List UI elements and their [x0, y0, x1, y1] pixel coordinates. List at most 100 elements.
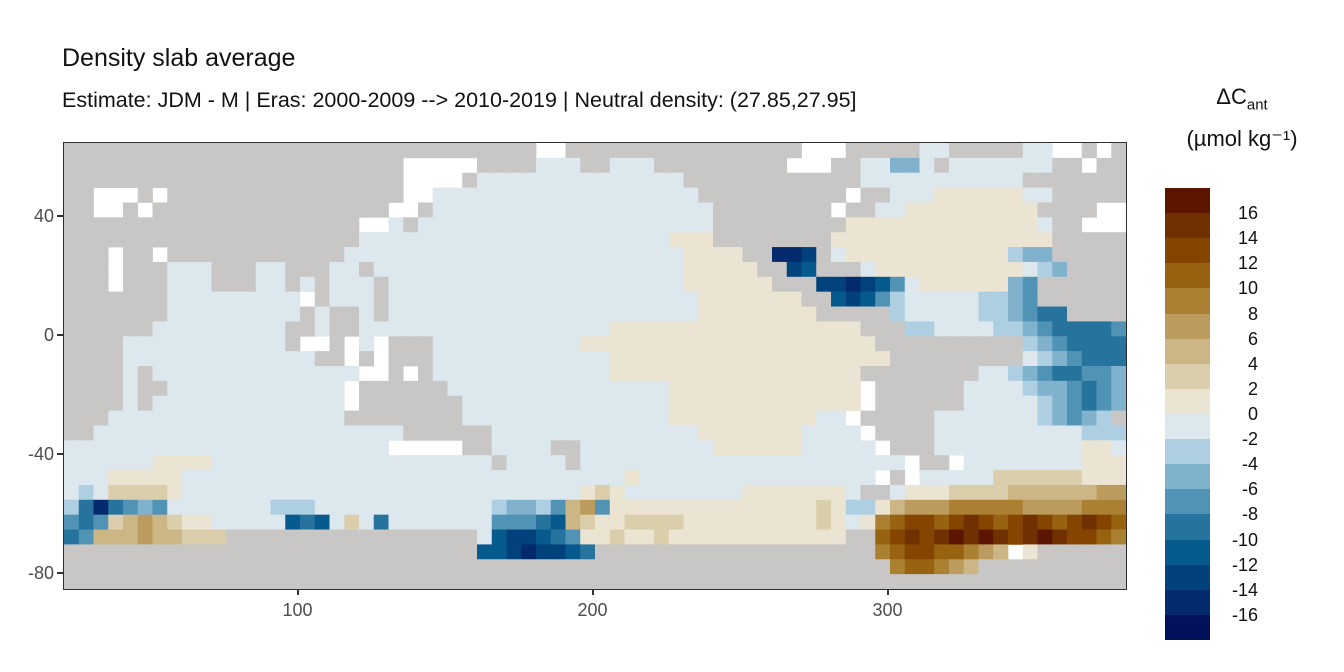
map-cell — [1037, 247, 1053, 263]
map-cell — [993, 232, 1009, 248]
map-cell — [742, 217, 758, 233]
map-cell — [270, 291, 286, 307]
map-cell — [595, 484, 611, 501]
map-cell — [580, 395, 596, 411]
map-cell — [565, 395, 581, 411]
map-cell — [477, 529, 493, 545]
map-cell — [1037, 157, 1053, 174]
map-cell — [993, 425, 1009, 441]
map-cell — [314, 380, 330, 397]
map-cell — [845, 395, 861, 411]
map-cell — [182, 306, 198, 322]
map-cell — [270, 202, 286, 218]
map-cell — [403, 410, 419, 426]
map-cell — [93, 157, 109, 174]
map-cell — [904, 232, 920, 248]
map-cell — [418, 410, 434, 426]
map-cell — [403, 232, 419, 248]
map-cell — [521, 529, 537, 545]
map-cell — [477, 261, 493, 278]
map-cell — [388, 306, 404, 322]
map-cell — [550, 470, 566, 486]
map-cell — [285, 143, 301, 159]
map-cell — [300, 247, 316, 263]
map-cell — [919, 157, 935, 174]
map-cell — [654, 470, 670, 486]
map-cell — [890, 217, 906, 233]
map-cell — [78, 484, 94, 501]
map-cell — [919, 291, 935, 307]
map-cell — [1067, 157, 1083, 174]
map-cell — [314, 455, 330, 471]
map-cell — [963, 470, 979, 486]
map-cell — [491, 321, 507, 337]
map-cell — [919, 544, 935, 560]
map-cell — [1067, 484, 1083, 501]
map-cell — [904, 143, 920, 159]
map-cell — [772, 559, 788, 575]
map-cell — [845, 321, 861, 337]
map-cell — [742, 380, 758, 397]
map-cell — [860, 261, 876, 278]
map-cell — [196, 544, 212, 560]
map-cell — [845, 306, 861, 322]
map-cell — [890, 157, 906, 174]
map-cell — [609, 499, 625, 516]
map-cell — [270, 380, 286, 397]
map-cell — [831, 217, 847, 233]
map-cell — [1067, 276, 1083, 293]
map-cell — [108, 366, 124, 382]
map-cell — [831, 351, 847, 367]
map-cell — [344, 425, 360, 441]
map-cell — [934, 276, 950, 293]
map-cell — [462, 261, 478, 278]
map-cell — [373, 261, 389, 278]
map-cell — [226, 455, 242, 471]
map-cell — [609, 514, 625, 530]
map-cell — [78, 143, 94, 159]
map-cell — [137, 470, 153, 486]
map-cell — [123, 351, 139, 367]
map-cell — [742, 143, 758, 159]
map-cell — [978, 440, 994, 456]
map-cell — [757, 276, 773, 293]
map-cell — [1067, 291, 1083, 307]
map-cell — [934, 380, 950, 397]
map-cell — [1111, 574, 1126, 589]
map-cell — [447, 217, 463, 233]
map-cell — [241, 321, 257, 337]
map-cell — [801, 425, 817, 441]
map-cell — [373, 529, 389, 545]
map-cell — [78, 202, 94, 218]
x-tick-label: 200 — [577, 600, 608, 620]
map-cell — [255, 306, 271, 322]
map-cell — [1052, 514, 1068, 530]
map-cell — [742, 425, 758, 441]
map-cell — [137, 336, 153, 352]
map-cell — [890, 559, 906, 575]
map-cell — [270, 455, 286, 471]
map-cell — [565, 380, 581, 397]
map-cell — [491, 425, 507, 441]
map-cell — [418, 380, 434, 397]
map-cell — [359, 380, 375, 397]
map-cell — [713, 143, 729, 159]
map-cell — [403, 291, 419, 307]
map-cell — [462, 395, 478, 411]
map-cell — [949, 529, 965, 545]
map-cell — [1111, 306, 1126, 322]
map-cell — [137, 410, 153, 426]
map-cell — [462, 455, 478, 471]
map-cell — [123, 425, 139, 441]
map-cell — [359, 440, 375, 456]
map-cell — [241, 574, 257, 589]
map-cell — [329, 470, 345, 486]
map-cell — [993, 157, 1009, 174]
map-cell — [314, 172, 330, 188]
map-cell — [329, 306, 345, 322]
map-cell — [757, 455, 773, 471]
map-cell — [801, 261, 817, 278]
map-cell — [300, 276, 316, 293]
map-cell — [919, 425, 935, 441]
map-cell — [772, 336, 788, 352]
